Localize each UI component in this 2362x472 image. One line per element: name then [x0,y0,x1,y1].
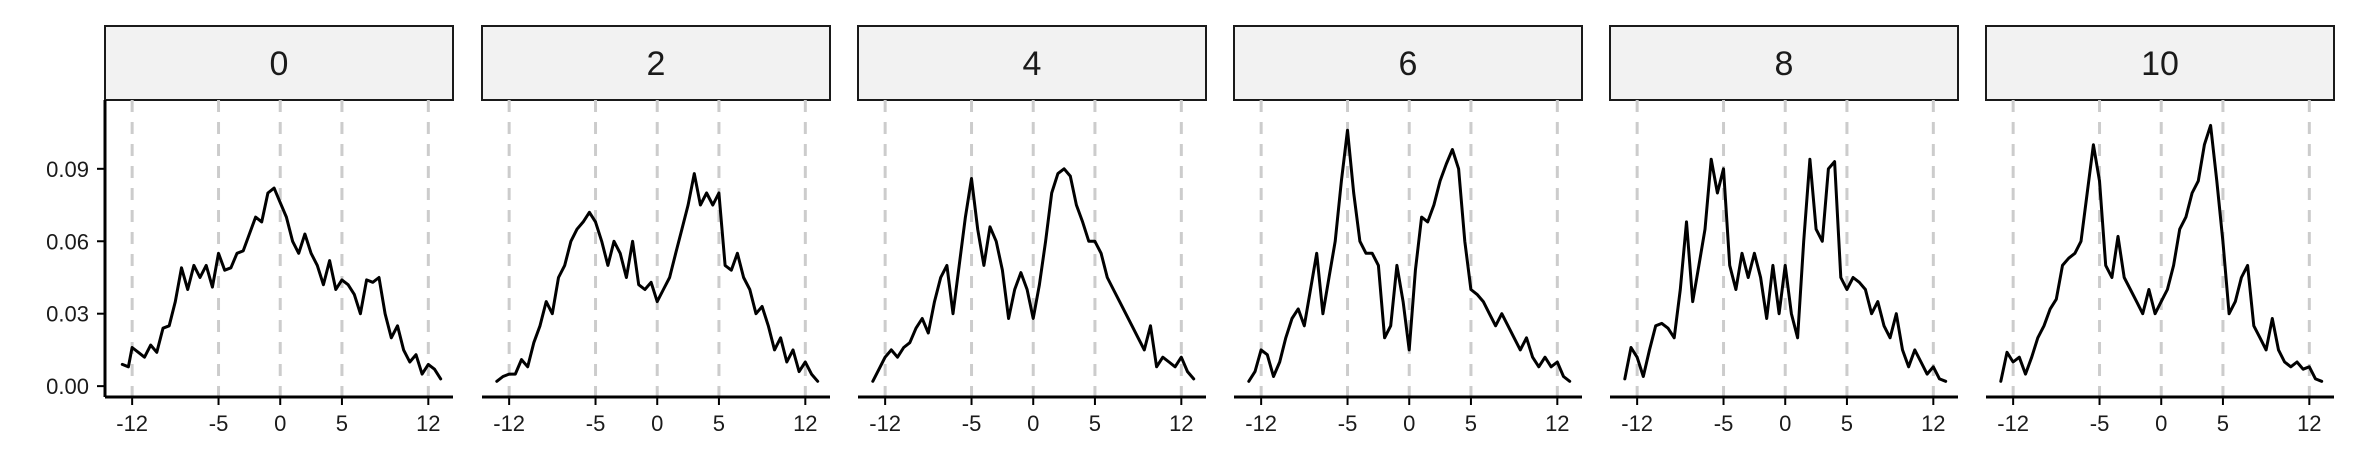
x-tick-label: 5 [1465,411,1477,436]
density-line [871,167,1196,383]
x-tick-label: 12 [1169,411,1193,436]
x-tick-label: 5 [336,411,348,436]
y-tick-label: 0.03 [46,302,89,327]
facet-strip [481,25,831,101]
facet-strip [1233,25,1583,101]
density-line [495,172,820,383]
y-tick-label: 0.00 [46,374,89,399]
x-tick-label: 5 [713,411,725,436]
facet-strip-label: 2 [647,45,666,83]
facet-strip-label: 10 [2141,45,2179,83]
x-tick-label: -12 [1245,411,1277,436]
density-line [1247,128,1572,383]
x-tick-label: 12 [416,411,440,436]
facet-strip [104,25,454,101]
x-tick-label: 0 [651,411,663,436]
x-tick-label: 0 [1403,411,1415,436]
facet-strip-label: 8 [1775,45,1794,83]
x-tick-label: 12 [1921,411,1945,436]
x-tick-label: -5 [962,411,982,436]
x-tick-label: -5 [2090,411,2110,436]
x-tick-label: -5 [1714,411,1734,436]
facet-strip-label: 4 [1023,45,1042,83]
facet-strip [1609,25,1959,101]
facet-strip-label: 0 [270,45,289,83]
y-tick-label: 0.09 [46,157,89,182]
x-tick-label: -12 [493,411,525,436]
facet-strip-label: 6 [1399,45,1418,83]
density-line [1623,157,1948,383]
x-tick-label: 5 [2217,411,2229,436]
x-tick-label: 5 [1089,411,1101,436]
x-tick-label: 12 [1545,411,1569,436]
facet-strip [857,25,1207,101]
density-line [1999,123,2324,383]
x-tick-label: -5 [209,411,229,436]
x-tick-label: -12 [1997,411,2029,436]
x-tick-label: 0 [2155,411,2167,436]
x-tick-label: -12 [869,411,901,436]
x-tick-label: -5 [586,411,606,436]
x-tick-label: -12 [116,411,148,436]
x-tick-label: -5 [1338,411,1358,436]
x-tick-label: 5 [1841,411,1853,436]
x-tick-label: 0 [1779,411,1791,436]
facet-strip [1985,25,2335,101]
x-tick-label: 0 [1027,411,1039,436]
density-line [120,186,443,381]
x-tick-label: 0 [274,411,286,436]
x-tick-label: 12 [793,411,817,436]
y-tick-label: 0.06 [46,229,89,254]
x-tick-label: -12 [1621,411,1653,436]
x-tick-label: 12 [2297,411,2321,436]
